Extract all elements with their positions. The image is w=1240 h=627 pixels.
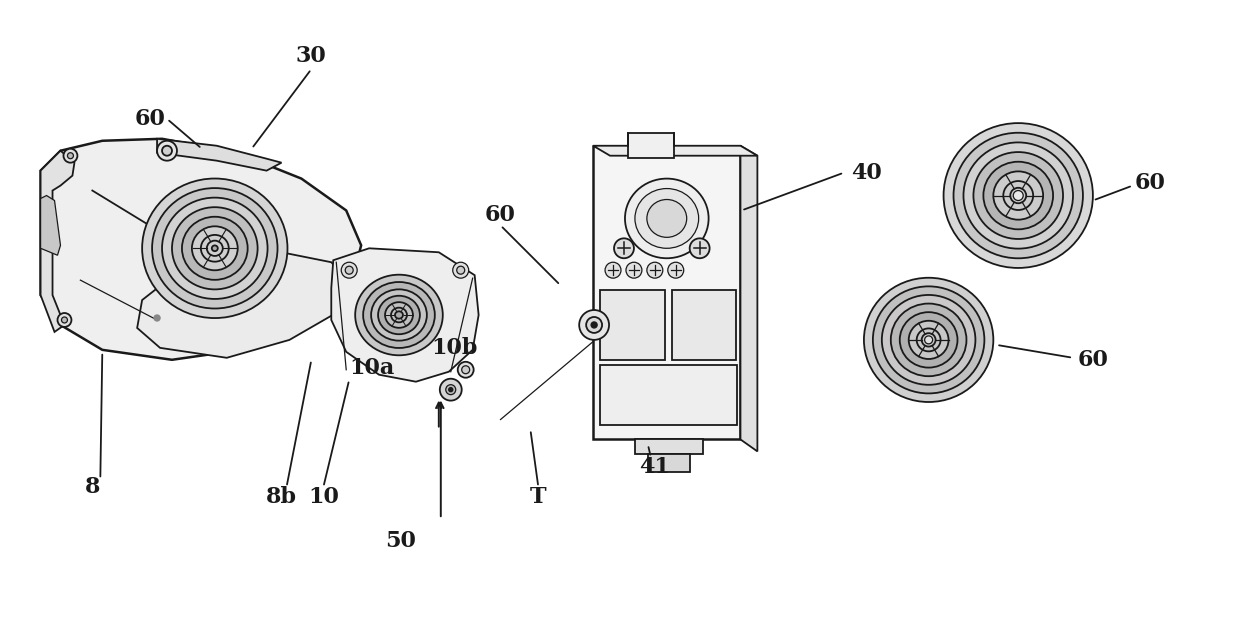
Circle shape [440, 379, 461, 401]
Circle shape [1013, 191, 1023, 201]
Polygon shape [138, 252, 350, 358]
Ellipse shape [873, 287, 985, 393]
Bar [635, 440, 703, 455]
Circle shape [345, 266, 353, 274]
Polygon shape [593, 145, 758, 155]
Text: 60: 60 [1135, 172, 1166, 194]
Polygon shape [740, 145, 758, 451]
Text: 41: 41 [640, 456, 671, 478]
Circle shape [925, 336, 932, 344]
Bar [627, 133, 673, 158]
Ellipse shape [909, 321, 949, 359]
Polygon shape [331, 248, 479, 382]
Ellipse shape [363, 282, 435, 348]
Circle shape [647, 262, 663, 278]
Ellipse shape [355, 275, 443, 356]
Circle shape [157, 141, 177, 161]
Ellipse shape [864, 278, 993, 402]
Ellipse shape [993, 171, 1043, 219]
Ellipse shape [378, 296, 420, 334]
Bar [593, 145, 740, 440]
Ellipse shape [635, 189, 698, 248]
Bar [672, 290, 737, 360]
Text: 10b: 10b [430, 337, 477, 359]
Circle shape [445, 385, 456, 394]
Text: 60: 60 [485, 204, 516, 226]
Circle shape [689, 238, 709, 258]
Circle shape [453, 262, 469, 278]
Ellipse shape [954, 133, 1083, 258]
Text: 8: 8 [84, 477, 100, 498]
Ellipse shape [396, 312, 403, 319]
Text: 10a: 10a [350, 357, 394, 379]
Ellipse shape [890, 303, 966, 376]
Text: 10: 10 [308, 486, 339, 508]
Ellipse shape [182, 217, 248, 280]
Ellipse shape [625, 179, 708, 258]
Ellipse shape [192, 226, 238, 270]
Polygon shape [41, 139, 361, 360]
Ellipse shape [153, 188, 278, 308]
Bar [600, 365, 738, 424]
Circle shape [626, 262, 642, 278]
Ellipse shape [143, 179, 288, 318]
Circle shape [587, 317, 603, 333]
Circle shape [614, 238, 634, 258]
Circle shape [232, 263, 242, 273]
Ellipse shape [647, 199, 687, 238]
Text: 60: 60 [1078, 349, 1109, 371]
Circle shape [63, 149, 77, 162]
Text: 50: 50 [386, 530, 417, 552]
Circle shape [458, 362, 474, 377]
Ellipse shape [900, 312, 957, 367]
Ellipse shape [925, 337, 931, 343]
Ellipse shape [944, 123, 1092, 268]
Circle shape [591, 322, 598, 328]
Circle shape [341, 262, 357, 278]
Ellipse shape [1014, 192, 1022, 199]
Polygon shape [157, 139, 281, 171]
Polygon shape [41, 150, 74, 332]
Circle shape [579, 310, 609, 340]
Circle shape [57, 313, 72, 327]
Circle shape [456, 266, 465, 274]
Text: 40: 40 [852, 162, 883, 184]
Text: 8b: 8b [267, 486, 298, 508]
Circle shape [449, 387, 453, 392]
Circle shape [461, 366, 470, 374]
Text: 60: 60 [135, 108, 165, 130]
Ellipse shape [386, 302, 413, 328]
Text: 30: 30 [296, 45, 327, 67]
Circle shape [154, 315, 160, 321]
Circle shape [668, 262, 683, 278]
Circle shape [605, 262, 621, 278]
Ellipse shape [963, 142, 1073, 249]
Circle shape [162, 145, 172, 155]
Bar [600, 290, 665, 360]
Text: T: T [529, 486, 547, 508]
Ellipse shape [371, 289, 427, 340]
Ellipse shape [882, 295, 976, 385]
Polygon shape [41, 196, 61, 255]
Ellipse shape [973, 152, 1063, 239]
Bar [647, 455, 689, 472]
Ellipse shape [983, 162, 1053, 229]
Ellipse shape [212, 245, 218, 251]
Circle shape [67, 153, 73, 159]
Ellipse shape [162, 198, 268, 299]
Circle shape [62, 317, 67, 323]
Ellipse shape [172, 207, 258, 290]
